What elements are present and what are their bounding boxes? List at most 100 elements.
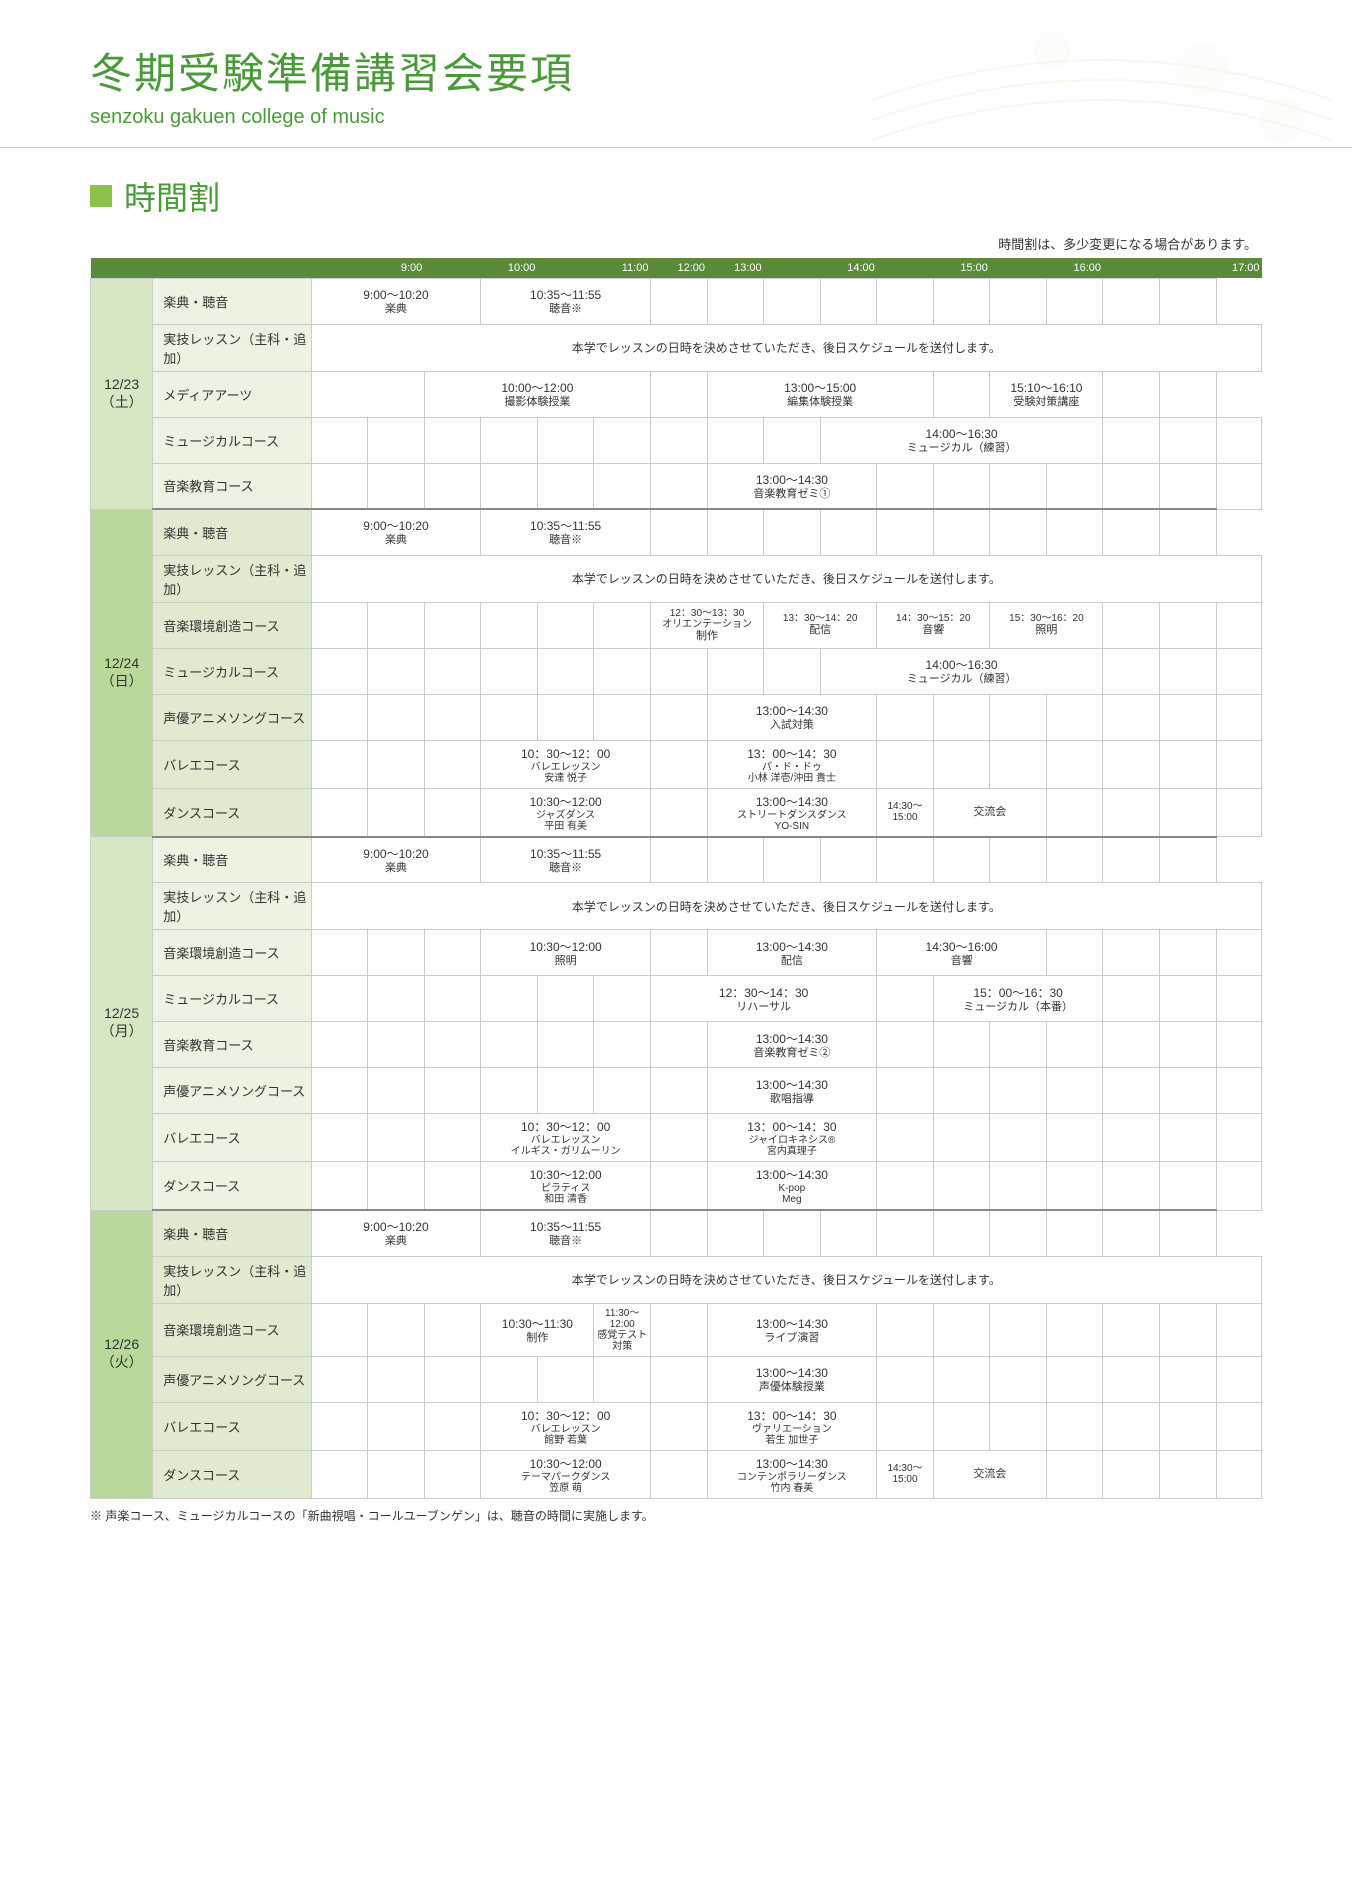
cell: 10:30～12:00照明 bbox=[481, 930, 651, 976]
course-dance: ダンスコース bbox=[153, 1450, 311, 1498]
date-1226: 12/26（火） bbox=[91, 1210, 153, 1498]
course-media: メディアアーツ bbox=[153, 371, 311, 417]
course-gakuten: 楽典・聴音 bbox=[153, 509, 311, 555]
time-17: 17:00 bbox=[1103, 258, 1262, 278]
date-1225: 12/25（月） bbox=[91, 837, 153, 1211]
course-jitsugi: 実技レッスン（主科・追加） bbox=[153, 883, 311, 930]
cell: 12：30～14：30リハーサル bbox=[650, 976, 876, 1022]
time-header-row: 9:00 10:00 11:00 12:00 13:00 14:00 15:00… bbox=[91, 258, 1262, 278]
cell-jitsugi-msg: 本学でレッスンの日時を決めさせていただき、後日スケジュールを送付します。 bbox=[311, 324, 1261, 371]
row-1226-jitsugi: 実技レッスン（主科・追加） 本学でレッスンの日時を決めさせていただき、後日スケジ… bbox=[91, 1256, 1262, 1303]
cell: 10:30～11:30制作 bbox=[481, 1303, 594, 1356]
row-1226-dance: ダンスコース 10:30～12:00テーマパークダンス笠原 萌 13:00～14… bbox=[91, 1450, 1262, 1498]
row-1225-kankyo: 音楽環境創造コース 10:30～12:00照明 13:00～14:30配信 14… bbox=[91, 930, 1262, 976]
time-12: 12:00 bbox=[650, 258, 707, 278]
cell: 9:00～10:20楽典 bbox=[311, 1210, 481, 1256]
time-16: 16:00 bbox=[990, 258, 1103, 278]
cell: 13:00～14:30K-popMeg bbox=[707, 1162, 877, 1211]
course-seiyuu: 声優アニメソングコース bbox=[153, 1356, 311, 1402]
row-1223-gakuten: 12/23（土） 楽典・聴音 9:00～10:20楽典 10:35～11:55聴… bbox=[91, 278, 1262, 324]
cell: 11:30～12:00感覚テスト対策 bbox=[594, 1303, 651, 1356]
cell: 14:30～16:00音響 bbox=[877, 930, 1047, 976]
page: 冬期受験準備講習会要項 senzoku gakuen college of mu… bbox=[0, 0, 1352, 1554]
date-1223: 12/23（土） bbox=[91, 278, 153, 509]
row-1224-kankyo: 音楽環境創造コース 12：30～13：30オリエンテーション制作 13：30～1… bbox=[91, 602, 1262, 648]
schedule-note: 時間割は、多少変更になる場合があります。 bbox=[90, 234, 1262, 253]
cell: 13:00～14:30歌唱指導 bbox=[707, 1068, 877, 1114]
course-gakuten: 楽典・聴音 bbox=[153, 837, 311, 883]
cell: 10：30～12：00バレエレッスンイルギス・ガリムーリン bbox=[481, 1114, 651, 1162]
time-9: 9:00 bbox=[311, 258, 424, 278]
course-seiyuu: 声優アニメソングコース bbox=[153, 1068, 311, 1114]
row-1223-musical: ミュージカルコース 14:00～16:30ミュージカル（練習） bbox=[91, 417, 1262, 463]
row-1223-media: メディアアーツ 10:00～12:00撮影体験授業 13:00～15:00編集体… bbox=[91, 371, 1262, 417]
row-1225-ballet: バレエコース 10：30～12：00バレエレッスンイルギス・ガリムーリン 13：… bbox=[91, 1114, 1262, 1162]
cell: 10:30～12:00テーマパークダンス笠原 萌 bbox=[481, 1450, 651, 1498]
course-jitsugi: 実技レッスン（主科・追加） bbox=[153, 1256, 311, 1303]
row-1225-musical: ミュージカルコース 12：30～14：30リハーサル 15：00～16：30ミュ… bbox=[91, 976, 1262, 1022]
cell: 13:00～14:30声優体験授業 bbox=[707, 1356, 877, 1402]
cell: 14:30～15:00 bbox=[877, 1450, 934, 1498]
course-kankyo: 音楽環境創造コース bbox=[153, 602, 311, 648]
row-1226-seiyuu: 声優アニメソングコース 13:00～14:30声優体験授業 bbox=[91, 1356, 1262, 1402]
cell: 9:00～10:20楽典 bbox=[311, 278, 481, 324]
cell: 9:00～10:20楽典 bbox=[311, 837, 481, 883]
cell: 13:00～14:30入試対策 bbox=[707, 694, 877, 740]
cell: 10:30～12:00ジャズダンス平田 有美 bbox=[481, 788, 651, 837]
time-14: 14:00 bbox=[764, 258, 877, 278]
cell: 13:00～14:30ストリートダンスダンスYO-SIN bbox=[707, 788, 877, 837]
row-1225-dance: ダンスコース 10:30～12:00ピラティス和田 清香 13:00～14:30… bbox=[91, 1162, 1262, 1211]
cell: 15：30～16：20照明 bbox=[990, 602, 1103, 648]
divider bbox=[0, 147, 1352, 148]
cell: 交流会 bbox=[933, 1450, 1046, 1498]
course-ballet: バレエコース bbox=[153, 1114, 311, 1162]
cell: 15:10～16:10受験対策講座 bbox=[990, 371, 1103, 417]
schedule-table: 9:00 10:00 11:00 12:00 13:00 14:00 15:00… bbox=[90, 258, 1262, 1499]
row-1224-musical: ミュージカルコース 14:00～16:30ミュージカル（練習） bbox=[91, 648, 1262, 694]
row-1223-kyoiku: 音楽教育コース 13:00～14:30音楽教育ゼミ① bbox=[91, 463, 1262, 509]
cell: 14:00～16:30ミュージカル（練習） bbox=[820, 648, 1103, 694]
course-jitsugi: 実技レッスン（主科・追加） bbox=[153, 324, 311, 371]
cell: 10:00～12:00撮影体験授業 bbox=[424, 371, 650, 417]
cell: 10：30～12：00バレエレッスン安達 悦子 bbox=[481, 740, 651, 788]
course-gakuten: 楽典・聴音 bbox=[153, 278, 311, 324]
cell: 10:35～11:55聴音※ bbox=[481, 509, 651, 555]
cell: 13：00～14：30パ・ド・ドゥ小林 洋壱/沖田 貴士 bbox=[707, 740, 877, 788]
cell: 13：00～14：30ジャイロキネシス®宮内真理子 bbox=[707, 1114, 877, 1162]
cell: 9:00～10:20楽典 bbox=[311, 509, 481, 555]
row-1224-gakuten: 12/24（日） 楽典・聴音 9:00～10:20楽典 10:35～11:55聴… bbox=[91, 509, 1262, 555]
schedule-wrapper: 9:00 10:00 11:00 12:00 13:00 14:00 15:00… bbox=[90, 258, 1262, 1499]
time-11: 11:00 bbox=[537, 258, 650, 278]
course-ballet: バレエコース bbox=[153, 740, 311, 788]
time-10: 10:00 bbox=[424, 258, 537, 278]
row-1224-seiyuu: 声優アニメソングコース 13:00～14:30入試対策 bbox=[91, 694, 1262, 740]
course-kyoiku: 音楽教育コース bbox=[153, 463, 311, 509]
course-ballet: バレエコース bbox=[153, 1402, 311, 1450]
section-heading: 時間割 bbox=[90, 173, 1262, 219]
cell: 13:00～14:30ライブ演習 bbox=[707, 1303, 877, 1356]
header-blank bbox=[91, 258, 312, 278]
course-dance: ダンスコース bbox=[153, 1162, 311, 1211]
cell: 12：30～13：30オリエンテーション制作 bbox=[650, 602, 763, 648]
cell: 本学でレッスンの日時を決めさせていただき、後日スケジュールを送付します。 bbox=[311, 555, 1261, 602]
row-1223-jitsugi: 実技レッスン（主科・追加） 本学でレッスンの日時を決めさせていただき、後日スケジ… bbox=[91, 324, 1262, 371]
course-kyoiku: 音楽教育コース bbox=[153, 1022, 311, 1068]
course-gakuten: 楽典・聴音 bbox=[153, 1210, 311, 1256]
footnote: ※ 声楽コース、ミュージカルコースの「新曲視唱・コールユーブンゲン」は、聴音の時… bbox=[90, 1507, 1262, 1524]
cell: 10:35～11:55聴音※ bbox=[481, 1210, 651, 1256]
cell: 10：30～12：00バレエレッスン館野 若葉 bbox=[481, 1402, 651, 1450]
cell: 14:00～16:30ミュージカル（練習） bbox=[820, 417, 1103, 463]
cell: 13:00～14:30配信 bbox=[707, 930, 877, 976]
time-13: 13:00 bbox=[707, 258, 764, 278]
date-1224: 12/24（日） bbox=[91, 509, 153, 837]
course-musical: ミュージカルコース bbox=[153, 648, 311, 694]
square-icon bbox=[90, 185, 112, 207]
page-subtitle: senzoku gakuen college of music bbox=[90, 106, 1262, 129]
cell: 10:35～11:55聴音※ bbox=[481, 278, 651, 324]
time-15: 15:00 bbox=[877, 258, 990, 278]
cell: 10:30～12:00ピラティス和田 清香 bbox=[481, 1162, 651, 1211]
row-1226-ballet: バレエコース 10：30～12：00バレエレッスン館野 若葉 13：00～14：… bbox=[91, 1402, 1262, 1450]
cell: 14:30～15:00 bbox=[877, 788, 934, 837]
course-jitsugi: 実技レッスン（主科・追加） bbox=[153, 555, 311, 602]
cell: 交流会 bbox=[933, 788, 1046, 837]
